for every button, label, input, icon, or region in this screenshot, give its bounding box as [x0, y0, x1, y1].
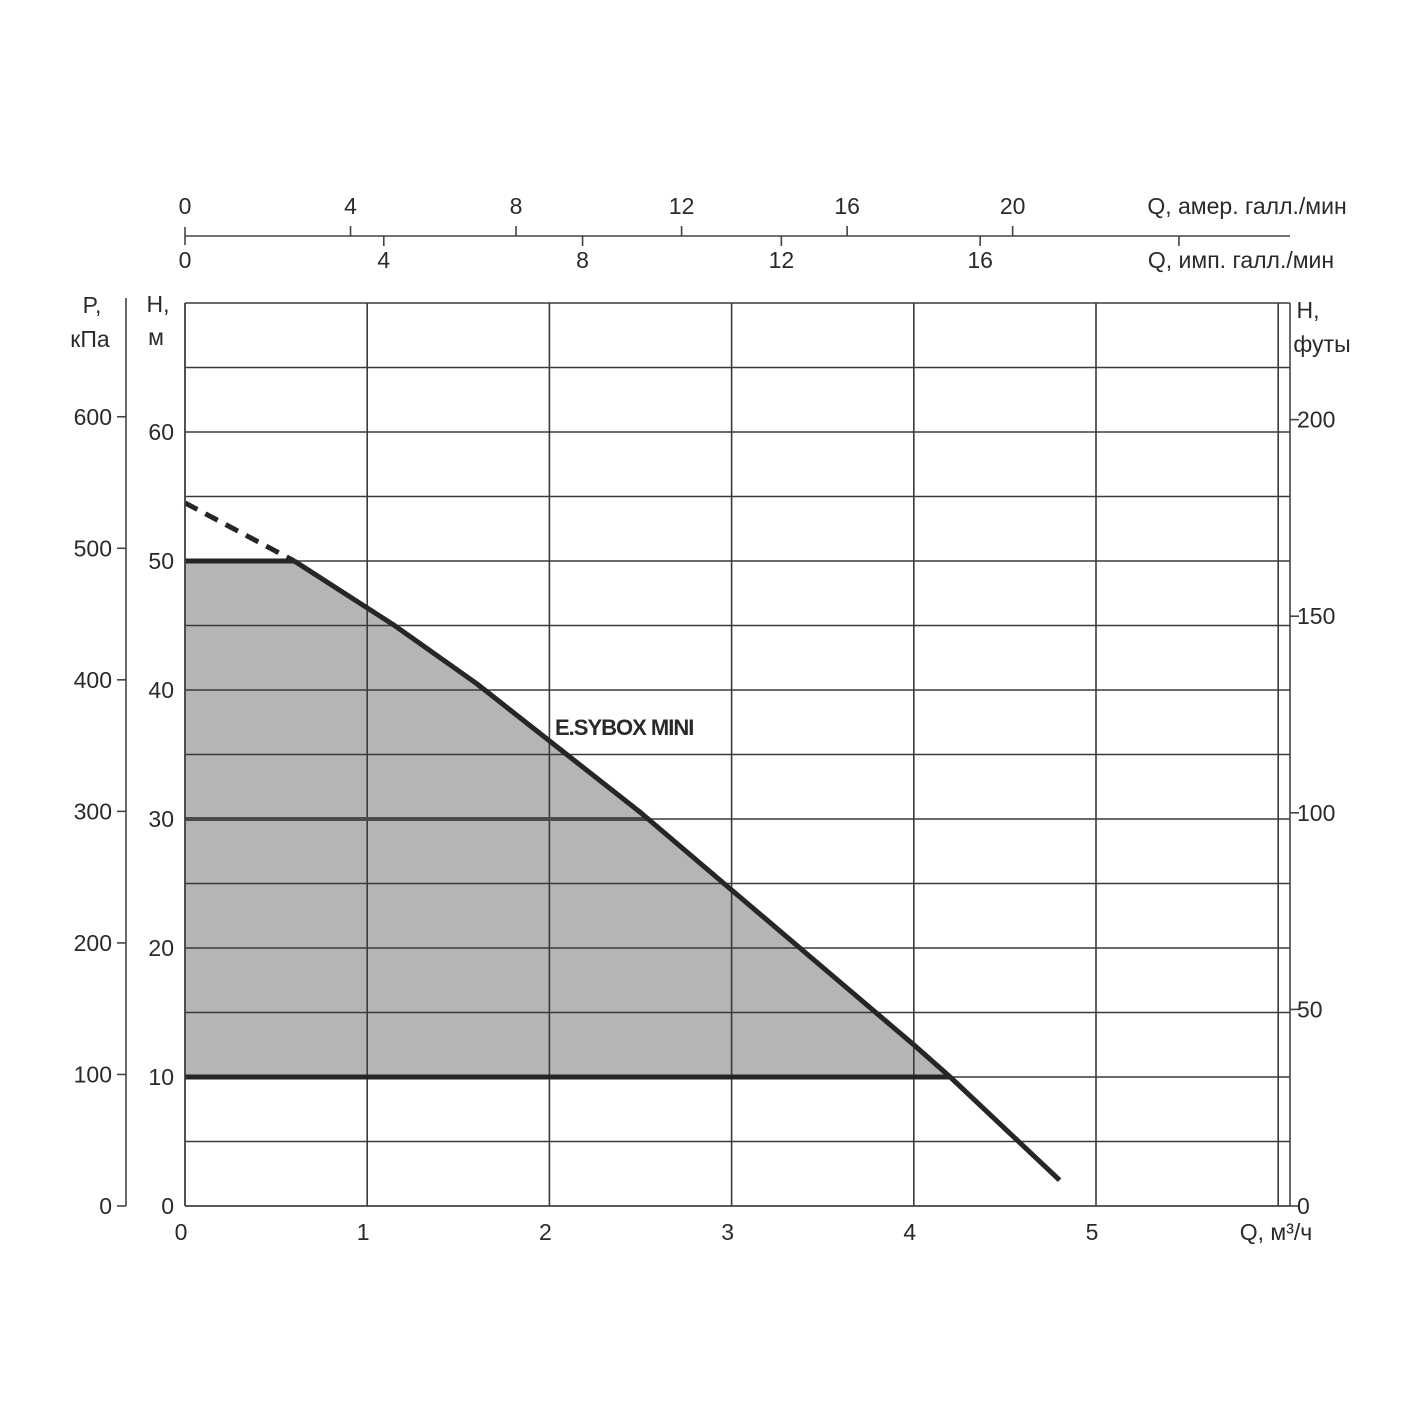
y-left-m-tick-label: 0 [161, 1193, 174, 1219]
y-left-kpa-label-line1: P, [83, 292, 102, 318]
y-left-kpa-tick-label: 500 [74, 535, 112, 561]
top-us-tick-label: 12 [669, 193, 695, 219]
y-right-ft-tick-label: 150 [1297, 603, 1335, 629]
pump-curve-layer [183, 500, 1062, 1183]
top-imp-tick-label: 12 [769, 247, 795, 273]
top-us-tick-label: 20 [1000, 193, 1026, 219]
y-left-m-tick-label: 50 [148, 548, 174, 574]
top-imp-tick-label: 4 [377, 247, 390, 273]
x-tick-label: 2 [539, 1219, 552, 1245]
x-tick-label: 5 [1086, 1219, 1099, 1245]
y-left-m-tick-label: 10 [148, 1064, 174, 1090]
y-left-kpa-tick-label: 600 [74, 404, 112, 430]
top-us-tick-label: 16 [834, 193, 860, 219]
limit-lines-layer [185, 558, 951, 1080]
x-tick-label: 1 [357, 1219, 370, 1245]
top-us-tick-label: 8 [510, 193, 523, 219]
pump-curve-dashed [183, 500, 296, 564]
y-left-m-label-line1: H, [147, 291, 170, 317]
x-tick-label: 0 [175, 1219, 188, 1245]
y-left-kpa-tick-label: 400 [74, 667, 112, 693]
x-tick-label: 3 [721, 1219, 734, 1245]
y-left-kpa-tick-label: 0 [99, 1193, 112, 1219]
y-left-m-tick-label: 30 [148, 806, 174, 832]
y-left-kpa-label-line2: кПа [70, 326, 110, 352]
grid-layer [184, 302, 1290, 1207]
y-right-ft-label-line1: H, [1297, 297, 1320, 323]
y-left-m-label-line2: м [148, 324, 164, 350]
pump-curve-solid [292, 558, 1062, 1183]
top-imp-tick-label: 0 [179, 247, 192, 273]
y-left-kpa-tick-label: 100 [74, 1061, 112, 1087]
y-right-ft-tick-label: 200 [1297, 407, 1335, 433]
top-us-axis-label: Q, амер. галл./мин [1147, 193, 1346, 219]
axes-layer [117, 226, 1299, 1207]
y-right-ft-tick-label: 100 [1297, 800, 1335, 826]
y-left-m-tick-label: 20 [148, 935, 174, 961]
y-left-kpa-tick-label: 300 [74, 798, 112, 824]
y-right-ft-tick-label: 50 [1297, 996, 1323, 1022]
x-tick-label: 4 [903, 1219, 916, 1245]
y-left-m-tick-label: 40 [148, 677, 174, 703]
top-us-tick-label: 4 [344, 193, 357, 219]
top-imp-tick-label: 16 [967, 247, 993, 273]
top-imp-tick-label: 8 [576, 247, 589, 273]
y-right-ft-tick-label: 0 [1297, 1193, 1310, 1219]
y-left-kpa-tick-label: 200 [74, 930, 112, 956]
series-label: E.SYBOX MINI [555, 715, 693, 740]
x-axis-label: Q, м³/ч [1240, 1219, 1313, 1245]
y-right-ft-label-line2: футы [1293, 331, 1350, 357]
y-left-m-tick-label: 60 [148, 419, 174, 445]
top-imp-axis-label: Q, имп. галл./мин [1148, 247, 1334, 273]
top-us-tick-label: 0 [179, 193, 192, 219]
